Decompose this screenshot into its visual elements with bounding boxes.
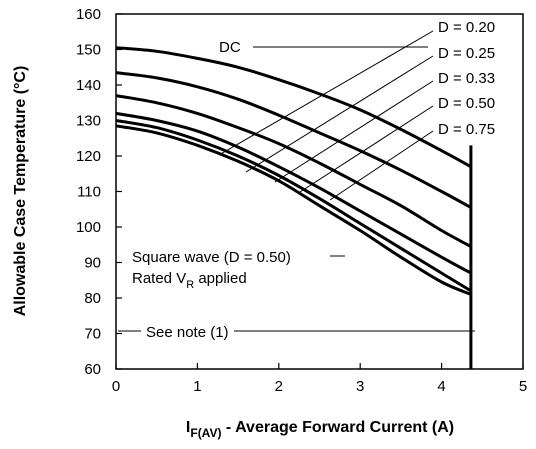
x-tick-label: 4 bbox=[437, 378, 445, 395]
curve-d-0-75 bbox=[115, 71, 472, 209]
curve-d-0-33 bbox=[115, 111, 472, 275]
y-tick-label: 60 bbox=[84, 361, 101, 378]
y-tick-label: 110 bbox=[77, 184, 101, 201]
y-axis-title: Allowable Case Temperature (°C) bbox=[12, 66, 29, 317]
y-tick-label: 130 bbox=[76, 113, 101, 130]
label-square-wave: Square wave (D = 0.50) bbox=[132, 249, 291, 266]
x-tick-label: 3 bbox=[356, 378, 364, 395]
x-tick-label: 2 bbox=[275, 378, 283, 395]
y-tick-label: 70 bbox=[84, 326, 101, 343]
curve-d-0-50 bbox=[115, 94, 472, 248]
x-tick-label: 5 bbox=[519, 378, 527, 395]
label-d025: D = 0.25 bbox=[438, 45, 495, 62]
y-tick-label: 140 bbox=[76, 77, 101, 94]
leader-d075 bbox=[329, 130, 434, 201]
label-d075: D = 0.75 bbox=[438, 121, 495, 138]
label-d050: D = 0.50 bbox=[438, 95, 495, 112]
label-rated-vr: Rated VR applied bbox=[132, 270, 247, 291]
label-d033: D = 0.33 bbox=[438, 70, 495, 87]
y-tick-label: 90 bbox=[84, 255, 101, 272]
label-see-note: See note (1) bbox=[146, 324, 229, 341]
y-tick-label: 120 bbox=[76, 148, 101, 165]
curves-layer bbox=[115, 46, 472, 296]
x-tick-label: 1 bbox=[193, 378, 201, 395]
x-tick-label: 0 bbox=[112, 378, 120, 395]
curve-d-0-20 bbox=[115, 124, 472, 296]
leader-d025 bbox=[245, 55, 434, 173]
y-tick-label: 160 bbox=[76, 6, 101, 23]
label-dc: DC bbox=[219, 39, 241, 56]
x-axis-title: IF(AV) - Average Forward Current (A) bbox=[186, 419, 454, 440]
ticks-layer: 0 1 2 3 4 5 60 70 80 90 100 110 120 130 140 150 160 bbox=[76, 6, 527, 395]
label-d020: D = 0.20 bbox=[438, 19, 495, 36]
leader-d033 bbox=[274, 80, 434, 183]
leader-d050 bbox=[299, 105, 434, 193]
plot-frame bbox=[115, 13, 524, 370]
curve-d-0-25 bbox=[115, 119, 472, 293]
curve-dc bbox=[115, 46, 472, 169]
y-tick-label: 100 bbox=[76, 219, 101, 236]
y-tick-label: 80 bbox=[84, 290, 101, 307]
y-tick-label: 150 bbox=[76, 42, 101, 59]
